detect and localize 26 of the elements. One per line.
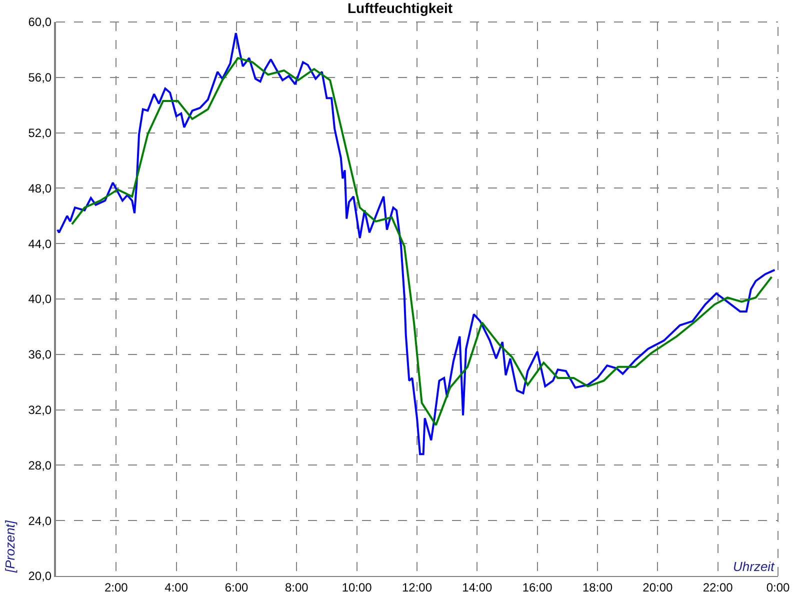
y-tick-label: 48,0 xyxy=(28,181,52,196)
x-tick-label: 2:00 xyxy=(104,580,128,594)
x-tick-label: 4:00 xyxy=(164,580,188,594)
x-tick-label: 0:00 xyxy=(766,580,790,594)
y-tick-label: 24,0 xyxy=(28,514,52,528)
chart-title: Luftfeuchtigkeit xyxy=(348,0,453,16)
y-tick-label: 28,0 xyxy=(28,458,52,472)
y-tick-label: 20,0 xyxy=(28,569,52,584)
y-tick-label: 36,0 xyxy=(28,348,52,362)
x-tick-label: 12:00 xyxy=(402,580,432,594)
x-tick-label: 6:00 xyxy=(224,580,248,594)
x-tick-label: 14:00 xyxy=(462,580,493,594)
y-tick-label: 56,0 xyxy=(28,70,52,85)
x-tick-label: 16:00 xyxy=(522,580,553,594)
y-tick-label: 44,0 xyxy=(28,236,52,251)
y-axis-title: [Prozent] xyxy=(2,520,18,574)
y-tick-label: 32,0 xyxy=(28,403,52,417)
y-tick-label: 52,0 xyxy=(28,126,52,140)
x-tick-label: 22:00 xyxy=(702,580,734,594)
y-tick-label: 60,0 xyxy=(28,15,52,30)
x-tick-label: 20:00 xyxy=(642,580,674,594)
y-tick-label: 40,0 xyxy=(28,292,52,306)
x-axis-title: Uhrzeit xyxy=(733,559,776,574)
x-tick-label: 10:00 xyxy=(342,580,372,594)
x-tick-label: 18:00 xyxy=(582,580,613,594)
x-tick-label: 8:00 xyxy=(284,580,309,594)
